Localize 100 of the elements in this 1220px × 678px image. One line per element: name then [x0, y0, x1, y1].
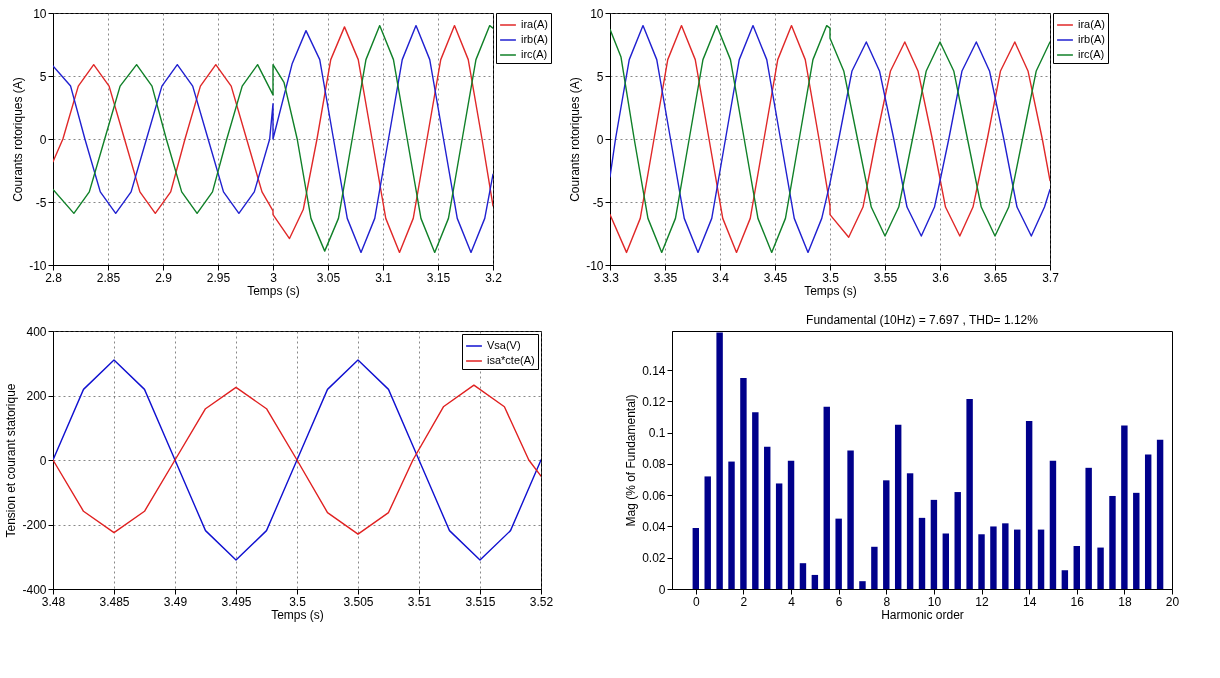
legend-label: Vsa(V) [487, 339, 521, 351]
y-tick-label: 0 [658, 582, 666, 597]
x-tick-label: 2.85 [96, 270, 121, 285]
bar [1121, 425, 1128, 589]
bar [942, 533, 950, 589]
y-tick-label: 0.06 [642, 488, 666, 503]
y-tick-label: 0.1 [648, 426, 666, 441]
bar [704, 476, 711, 589]
line-series [53, 384, 541, 535]
x-axis-title: Temps (s) [271, 607, 324, 622]
line-series [610, 24, 1050, 254]
y-tick-label: 10 [590, 6, 604, 21]
x-tick-label: 3.1 [375, 270, 393, 285]
y-tick-label: 0.12 [642, 394, 666, 409]
bar [1109, 495, 1116, 589]
y-tick-label: 200 [26, 389, 47, 403]
bar [918, 517, 926, 589]
x-tick-label: 2 [740, 594, 748, 609]
y-tick-label: 0.02 [642, 551, 666, 566]
x-tick-label: 3.51 [407, 594, 432, 609]
bar [847, 450, 854, 589]
legend-label: isa*cte(A) [487, 354, 535, 366]
y-tick-label: 0 [39, 132, 47, 147]
x-tick-label: 3.35 [653, 270, 678, 285]
bar [954, 492, 961, 589]
x-tick-label: 18 [1118, 594, 1132, 609]
x-tick-label: 3.515 [465, 594, 496, 609]
legend-label: irc(A) [1078, 48, 1105, 60]
y-tick-label: 0.04 [642, 519, 666, 534]
legend-label: irc(A) [521, 48, 548, 60]
x-tick-label: 3.15 [426, 270, 451, 285]
bar [799, 563, 807, 589]
x-tick-label: 14 [1022, 594, 1037, 609]
bar [823, 406, 830, 589]
y-tick-label: -400 [22, 582, 47, 597]
bar [1014, 529, 1021, 589]
bar [764, 446, 771, 589]
bar [1133, 492, 1140, 589]
x-tick-label: 16 [1070, 594, 1085, 609]
y-tick-label: -5 [35, 195, 47, 210]
bar [906, 473, 914, 589]
bar [1049, 460, 1057, 589]
bar [716, 332, 723, 589]
x-tick-label: 3.7 [1042, 270, 1060, 285]
x-tick-label: 0 [692, 594, 700, 609]
bar [835, 518, 842, 589]
x-tick-label: 3.45 [763, 270, 788, 285]
line-series [53, 24, 493, 254]
x-tick-label: 20 [1165, 594, 1180, 609]
x-tick-label: 8 [883, 594, 891, 609]
bar [1025, 420, 1033, 589]
x-tick-label: 6 [835, 594, 843, 609]
bar [692, 528, 700, 589]
x-tick-label: 3.05 [316, 270, 341, 285]
y-axis-title: Tension et courant statorique [4, 383, 19, 538]
chart-title: Fundamental (10Hz) = 7.697 , THD= 1.12% [806, 313, 1039, 327]
x-tick-label: 3 [270, 270, 278, 285]
y-axis-title: Mag (% of Fundamental) [624, 394, 639, 527]
y-tick-label: -10 [586, 258, 604, 273]
x-tick-label: 2.8 [45, 270, 63, 285]
x-tick-label: 3.48 [41, 594, 66, 609]
bar [966, 399, 973, 589]
x-tick-label: 3.2 [485, 270, 503, 285]
y-axis-title: Courants rotoriques (A) [568, 77, 583, 202]
x-tick-label: 3.5 [822, 270, 840, 285]
x-tick-label: 3.6 [932, 270, 950, 285]
x-tick-label: 3.495 [221, 594, 252, 609]
legend-label: irb(A) [521, 33, 548, 45]
bar [930, 499, 938, 589]
x-tick-label: 3.49 [163, 594, 188, 609]
bar [859, 581, 866, 589]
x-tick-label: 3.52 [529, 594, 554, 609]
bar [871, 546, 878, 589]
bar [883, 480, 890, 589]
y-axis-title: Courants rotoriques (A) [11, 77, 26, 202]
y-tick-label: 0.08 [642, 457, 666, 472]
bar [1073, 546, 1080, 589]
bar [990, 526, 997, 589]
x-tick-label: 4 [788, 594, 796, 609]
bar [1156, 439, 1164, 589]
y-tick-label: -5 [592, 195, 604, 210]
x-tick-label: 3.505 [343, 594, 374, 609]
x-axis-title: Temps (s) [804, 283, 857, 298]
y-tick-label: 10 [33, 6, 47, 21]
bar [752, 412, 759, 589]
legend-label: ira(A) [1078, 18, 1105, 30]
x-tick-label: 3.55 [873, 270, 898, 285]
y-tick-label: 0 [596, 132, 604, 147]
x-tick-label: 2.9 [155, 270, 173, 285]
bar [978, 534, 985, 589]
bar [1144, 454, 1152, 589]
bar [894, 424, 902, 589]
x-tick-label: 3.485 [99, 594, 130, 609]
bar [787, 460, 795, 589]
bar [1037, 529, 1045, 589]
bar [728, 461, 735, 589]
y-tick-label: -200 [22, 518, 47, 532]
bar [1061, 570, 1069, 589]
y-tick-label: 0.14 [642, 363, 666, 378]
bar [1085, 467, 1092, 589]
